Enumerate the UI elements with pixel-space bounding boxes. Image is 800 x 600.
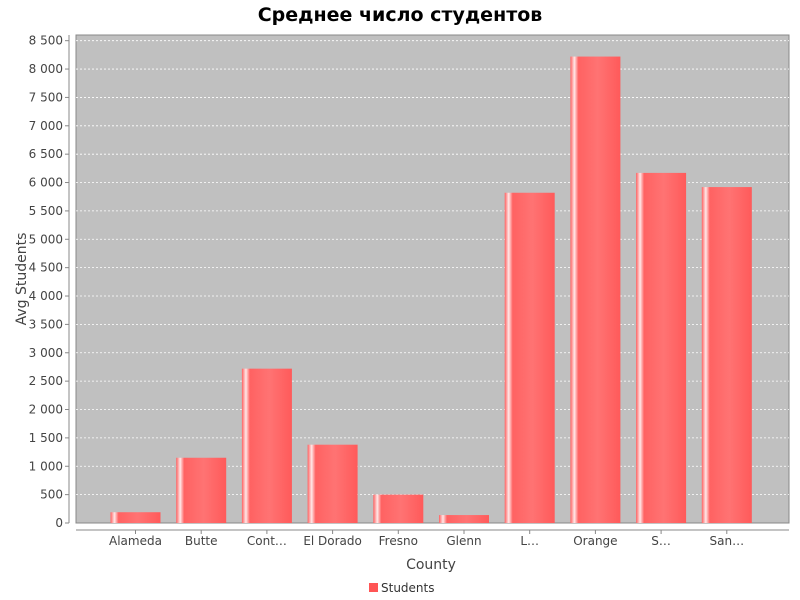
gridlines	[76, 40, 789, 496]
legend-label: Students	[381, 581, 435, 595]
y-tick-label: 1 500	[29, 431, 63, 445]
y-tick-label: 5 000	[29, 232, 63, 246]
y-tick-label: 3 500	[29, 317, 63, 331]
bars	[110, 56, 752, 524]
x-tick-label: Glenn	[446, 534, 481, 548]
y-tick-label: 8 500	[29, 34, 63, 48]
chart-title: Среднее число студентов	[258, 4, 543, 26]
bar	[176, 457, 227, 523]
x-axis-ticks: Alameda Butte Cont… El Dorado Fresno Glenn L… O…	[109, 530, 744, 548]
y-tick-label: 2 000	[29, 403, 63, 417]
x-tick-label: El Dorado	[303, 534, 362, 548]
y-tick-label: 7 500	[29, 90, 63, 104]
x-tick-label: Orange	[573, 534, 617, 548]
legend-swatch	[369, 583, 378, 592]
bar	[636, 172, 687, 523]
bar	[241, 368, 292, 523]
x-tick-label: Butte	[185, 534, 218, 548]
y-tick-label: 1 000	[29, 459, 63, 473]
x-tick-label: Alameda	[109, 534, 162, 548]
y-tick-label: 6 000	[29, 176, 63, 190]
y-tick-label: 0	[55, 516, 63, 530]
y-tick-label: 500	[40, 488, 63, 502]
x-tick-label: S…	[651, 534, 671, 548]
y-tick-label: 3 000	[29, 346, 63, 360]
y-tick-label: 4 500	[29, 261, 63, 275]
x-tick-label: Fresno	[379, 534, 418, 548]
y-tick-label: 7 000	[29, 119, 63, 133]
bar	[373, 494, 424, 523]
y-axis-ticks: 0 500 1 000 1 500 2 000 2 500 3 000 3 500 4 000 4…	[29, 34, 69, 530]
y-tick-label: 4 000	[29, 289, 63, 303]
bar	[701, 187, 752, 524]
bar	[307, 444, 358, 523]
y-axis-title: Avg Students	[14, 233, 30, 326]
legend: Students	[369, 581, 435, 595]
y-tick-label: 2 500	[29, 374, 63, 388]
bar	[110, 512, 161, 523]
bar	[439, 515, 489, 523]
y-tick-label: 5 500	[29, 204, 63, 218]
x-tick-label: Cont…	[247, 534, 287, 548]
bar	[570, 56, 621, 523]
x-axis-title: County	[406, 557, 456, 573]
x-tick-label: San…	[710, 534, 745, 548]
y-tick-label: 6 500	[29, 147, 63, 161]
x-tick-label: L…	[520, 534, 539, 548]
bar	[504, 192, 555, 523]
y-tick-label: 8 000	[29, 62, 63, 76]
